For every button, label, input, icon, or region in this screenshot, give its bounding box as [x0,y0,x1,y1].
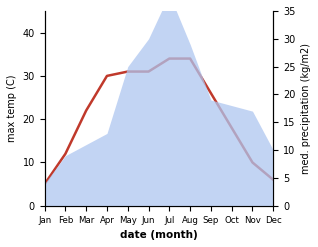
Y-axis label: med. precipitation (kg/m2): med. precipitation (kg/m2) [301,43,311,174]
Y-axis label: max temp (C): max temp (C) [7,75,17,142]
X-axis label: date (month): date (month) [120,230,198,240]
